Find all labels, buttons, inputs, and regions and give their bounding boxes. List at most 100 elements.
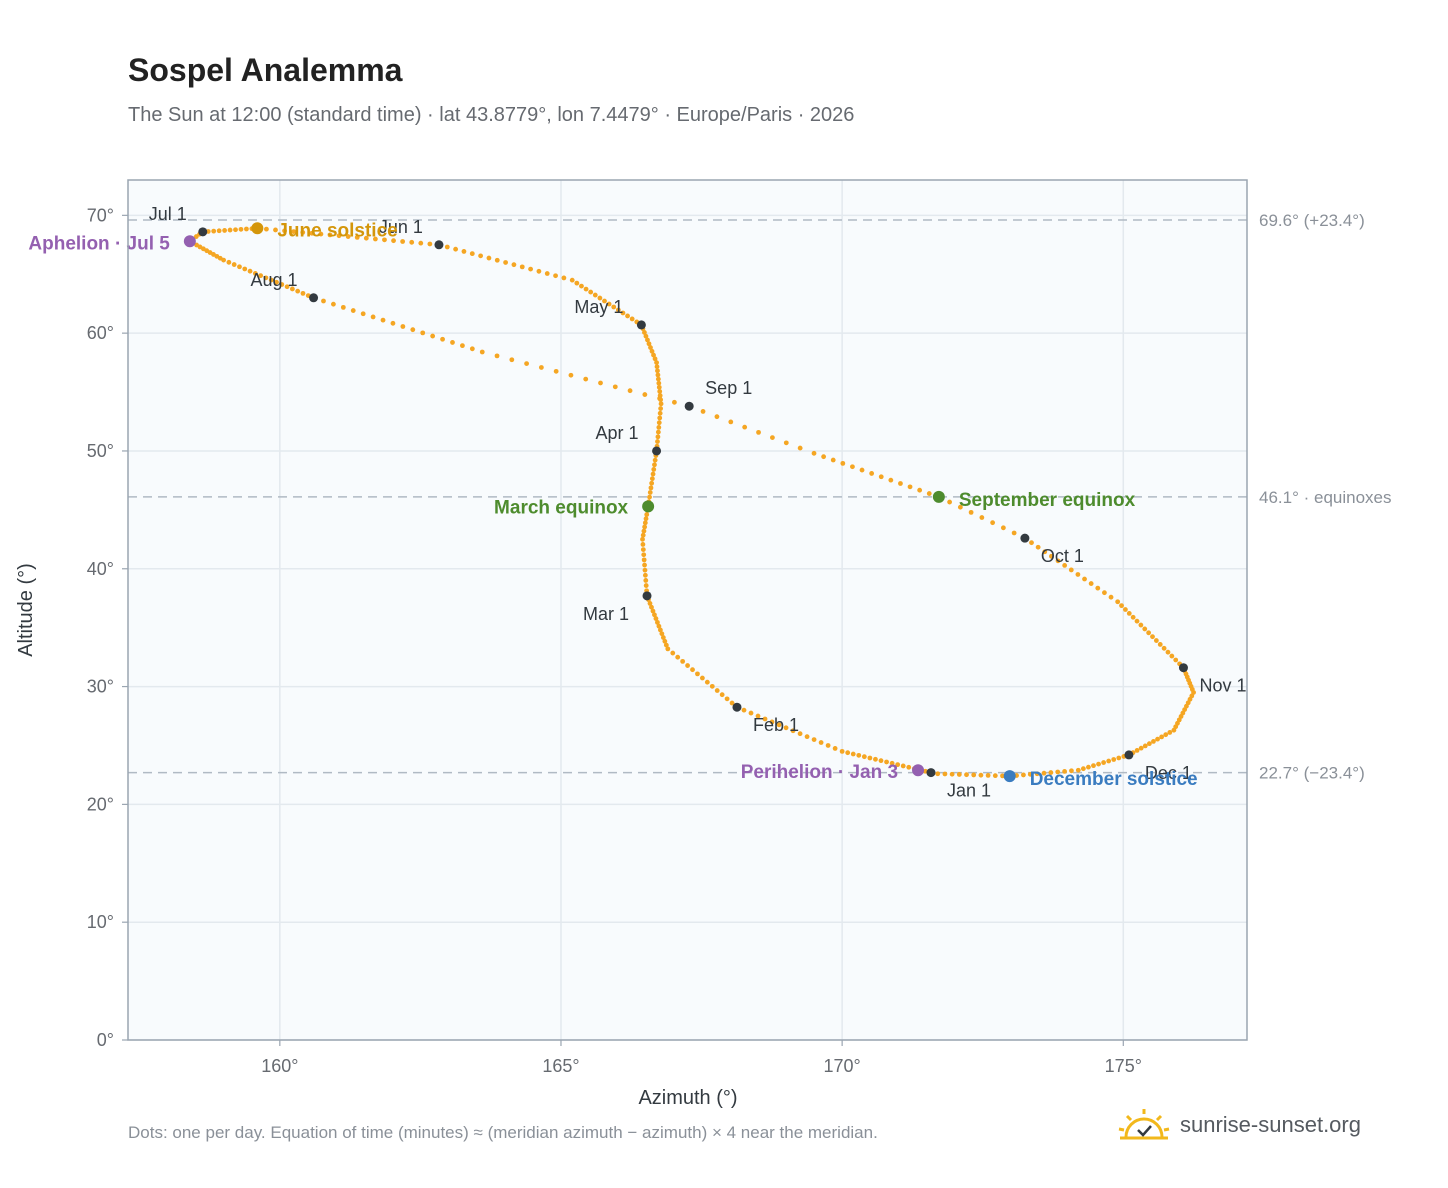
event-marker <box>183 235 196 248</box>
month-marker <box>636 320 646 330</box>
brand[interactable]: sunrise-sunset.org <box>1118 1100 1361 1150</box>
daily-dot <box>536 268 542 274</box>
daily-dot <box>295 288 301 294</box>
daily-dot <box>1167 730 1173 735</box>
daily-dot <box>656 424 662 430</box>
daily-dot <box>440 336 445 342</box>
daily-dot <box>363 235 369 241</box>
daily-dot <box>579 283 584 289</box>
daily-dot <box>568 372 574 378</box>
daily-dot <box>469 346 475 352</box>
daily-dot <box>625 313 630 319</box>
daily-dot <box>627 388 633 394</box>
daily-dot <box>971 772 977 778</box>
daily-dot <box>655 368 660 374</box>
daily-dot <box>410 327 416 333</box>
daily-dot <box>811 450 817 456</box>
daily-dot <box>818 740 824 745</box>
reference-line-label: 22.7° (−23.4°) <box>1259 764 1365 783</box>
daily-dot <box>1082 576 1087 582</box>
daily-dot <box>242 266 248 272</box>
daily-dot <box>640 542 646 547</box>
daily-dot <box>947 499 953 505</box>
daily-dot <box>606 301 612 307</box>
month-marker <box>1020 533 1030 543</box>
x-tick-label: 165° <box>542 1056 579 1076</box>
daily-dot <box>650 608 656 614</box>
daily-dot <box>612 384 618 390</box>
daily-dot <box>1075 572 1081 577</box>
event-marker <box>912 764 925 777</box>
daily-dot <box>318 231 324 237</box>
month-label: Mar 1 <box>583 604 629 624</box>
daily-dot <box>291 229 297 235</box>
daily-dot <box>427 241 433 247</box>
daily-dot <box>652 457 658 463</box>
daily-dot <box>900 763 906 769</box>
daily-dot <box>1075 767 1081 773</box>
daily-dot <box>956 772 962 777</box>
daily-dot <box>1157 642 1163 647</box>
daily-dot <box>444 244 450 250</box>
daily-dot <box>704 679 710 685</box>
event-label: Perihelion · Jan 3 <box>741 762 898 783</box>
daily-dot <box>400 324 406 329</box>
daily-dot <box>656 623 662 629</box>
daily-dot <box>583 376 589 382</box>
reference-line-label: 69.6° (+23.4°) <box>1259 211 1365 230</box>
daily-dot <box>1108 594 1114 600</box>
daily-dot <box>657 389 663 394</box>
daily-dot <box>321 298 326 304</box>
month-marker <box>434 240 444 250</box>
daily-dot <box>1116 755 1122 761</box>
daily-dot <box>461 249 467 254</box>
daily-dot <box>1027 771 1033 777</box>
daily-dot <box>345 234 351 239</box>
daily-dot <box>839 748 845 754</box>
daily-dot <box>651 467 657 472</box>
month-label: Oct 1 <box>1041 546 1084 566</box>
daily-dot <box>574 280 580 286</box>
daily-dot <box>380 317 386 323</box>
daily-dot <box>528 266 533 272</box>
daily-dot <box>709 683 715 689</box>
brand-name[interactable]: sunrise-sunset.org <box>1180 1112 1361 1137</box>
daily-dot <box>1163 732 1169 738</box>
daily-dot <box>268 277 274 283</box>
daily-dot <box>642 567 648 573</box>
daily-dot <box>964 772 969 778</box>
daily-dot <box>336 233 342 239</box>
daily-dot <box>1146 630 1152 636</box>
daily-dot <box>221 257 226 263</box>
daily-dot <box>658 401 664 407</box>
event-marker <box>932 490 945 503</box>
daily-dot <box>811 737 817 742</box>
daily-dot <box>869 471 875 476</box>
daily-dot <box>370 314 376 320</box>
daily-dot <box>641 557 647 563</box>
daily-dot <box>790 728 796 734</box>
daily-dot <box>840 460 846 466</box>
daily-dot <box>494 257 500 263</box>
daily-dot <box>741 707 747 713</box>
daily-dot <box>382 237 387 243</box>
daily-dot <box>649 348 655 354</box>
daily-dot <box>642 520 648 526</box>
daily-dot <box>655 439 660 444</box>
daily-dot <box>629 316 635 322</box>
daily-dot <box>651 352 656 358</box>
daily-dot <box>511 262 517 268</box>
daily-dot <box>656 420 662 426</box>
daily-dot <box>354 234 360 240</box>
daily-dot <box>1146 741 1152 747</box>
event-label: June solstice <box>277 220 397 241</box>
daily-dot <box>670 650 676 656</box>
daily-dot <box>1000 773 1005 779</box>
daily-dot <box>1091 763 1096 769</box>
daily-dot <box>360 311 366 317</box>
month-marker <box>684 401 694 411</box>
daily-dot <box>1138 745 1144 751</box>
month-label: Feb 1 <box>753 715 799 735</box>
x-tick-label: 160° <box>261 1056 298 1076</box>
daily-dot <box>553 368 559 374</box>
